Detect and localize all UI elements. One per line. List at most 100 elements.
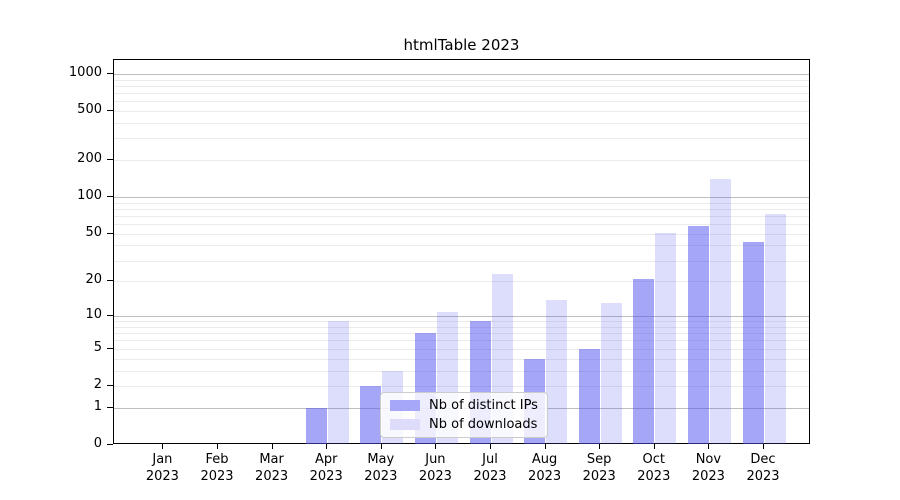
x-tick <box>217 444 218 449</box>
x-tick <box>380 444 382 449</box>
minor-gridline <box>114 79 809 81</box>
legend-swatch-downloads <box>390 419 420 430</box>
major-gridline <box>114 73 809 75</box>
legend: Nb of distinct IPs Nb of downloads <box>380 392 548 438</box>
y-tick <box>107 159 113 161</box>
x-tick-label: Mar 2023 <box>240 451 304 485</box>
x-tick-month: Feb <box>205 452 229 467</box>
minor-gridline <box>114 245 809 247</box>
x-tick-month: Nov <box>695 452 722 467</box>
minor-gridline <box>114 281 809 283</box>
y-tick-label: 50 <box>85 224 102 240</box>
legend-label-downloads: Nb of downloads <box>429 417 538 432</box>
y-tick-label: 0 <box>93 436 102 451</box>
x-tick-label: Oct 2023 <box>622 451 686 485</box>
bar-distinct-ips-oct <box>633 278 655 444</box>
y-tick <box>107 280 113 282</box>
x-tick-year: 2023 <box>145 469 179 484</box>
y-tick-label: 100 <box>77 188 102 204</box>
x-tick <box>708 444 710 449</box>
minor-gridline <box>114 111 809 113</box>
x-tick <box>763 444 764 449</box>
x-tick <box>544 444 546 449</box>
x-tick <box>435 444 437 449</box>
bar-distinct-ips-may <box>360 385 382 444</box>
major-gridline <box>114 316 809 318</box>
y-tick-label: 1 <box>93 398 102 414</box>
x-tick-label: Apr 2023 <box>294 451 358 485</box>
minor-gridline <box>114 326 809 328</box>
x-tick <box>162 444 164 449</box>
minor-gridline <box>114 321 809 323</box>
y-tick <box>107 444 113 445</box>
x-tick-month: Aug <box>531 452 558 467</box>
x-tick-month: Dec <box>750 452 776 467</box>
bar-downloads-apr <box>327 321 349 444</box>
x-tick <box>490 444 491 449</box>
minor-gridline <box>114 340 809 342</box>
legend-label-distinct-ips: Nb of distinct IPs <box>429 398 538 413</box>
bar-downloads-nov <box>709 179 731 444</box>
bar-downloads-dec <box>764 213 786 444</box>
major-gridline <box>114 197 809 199</box>
x-tick-label: Jun 2023 <box>403 451 467 485</box>
chart-title: htmlTable 2023 <box>403 36 520 54</box>
minor-gridline <box>114 138 809 140</box>
x-tick <box>653 444 655 449</box>
x-tick-month: Jun <box>425 452 446 467</box>
minor-gridline <box>114 385 809 387</box>
x-tick-month: Sep <box>586 452 612 467</box>
minor-gridline <box>114 233 809 235</box>
x-tick-month: Oct <box>642 452 666 467</box>
bar-distinct-ips-apr <box>305 407 327 444</box>
x-tick-year: 2023 <box>746 469 780 484</box>
x-tick-year: 2023 <box>200 469 234 484</box>
x-tick-label: Nov 2023 <box>676 451 740 485</box>
x-tick-month: Jan <box>152 452 173 467</box>
y-tick-label: 2 <box>93 376 102 392</box>
x-tick-month: May <box>367 452 395 467</box>
y-tick <box>107 196 113 198</box>
minor-gridline <box>114 333 809 335</box>
x-tick-month: Mar <box>259 452 284 467</box>
minor-gridline <box>114 122 809 124</box>
x-tick <box>271 444 273 449</box>
y-tick-label: 1000 <box>68 64 102 80</box>
x-tick-label: Dec 2023 <box>731 451 795 485</box>
y-tick-label: 20 <box>85 272 102 288</box>
x-tick-label: Jul 2023 <box>458 451 522 485</box>
bar-downloads-aug <box>546 299 568 444</box>
x-tick-year: 2023 <box>473 469 507 484</box>
bar-distinct-ips-sep <box>578 348 600 444</box>
bar-downloads-oct <box>655 232 677 444</box>
x-tick-year: 2023 <box>418 469 452 484</box>
minor-gridline <box>114 208 809 210</box>
minor-gridline <box>114 92 809 94</box>
minor-gridline <box>114 348 809 350</box>
bar-distinct-ips-dec <box>742 241 764 444</box>
y-tick-label: 200 <box>77 151 102 167</box>
bar-downloads-sep <box>600 303 622 444</box>
minor-gridline <box>114 101 809 103</box>
x-tick-year: 2023 <box>255 469 289 484</box>
y-tick <box>107 384 113 386</box>
minor-gridline <box>114 370 809 372</box>
x-tick-year: 2023 <box>364 469 398 484</box>
y-tick <box>107 347 113 349</box>
plot-area: Nb of distinct IPs Nb of downloads <box>113 59 810 444</box>
minor-gridline <box>114 260 809 262</box>
y-tick <box>107 406 113 408</box>
legend-swatch-distinct-ips <box>390 400 420 411</box>
x-tick-label: May 2023 <box>349 451 413 485</box>
y-tick <box>107 72 113 74</box>
x-tick-month: Apr <box>314 452 338 467</box>
x-tick-label: Aug 2023 <box>513 451 577 485</box>
minor-gridline <box>114 160 809 162</box>
x-tick <box>326 444 328 449</box>
x-tick-year: 2023 <box>691 469 725 484</box>
y-tick <box>107 232 113 234</box>
minor-gridline <box>114 215 809 217</box>
x-tick-year: 2023 <box>637 469 671 484</box>
x-tick <box>599 444 601 449</box>
